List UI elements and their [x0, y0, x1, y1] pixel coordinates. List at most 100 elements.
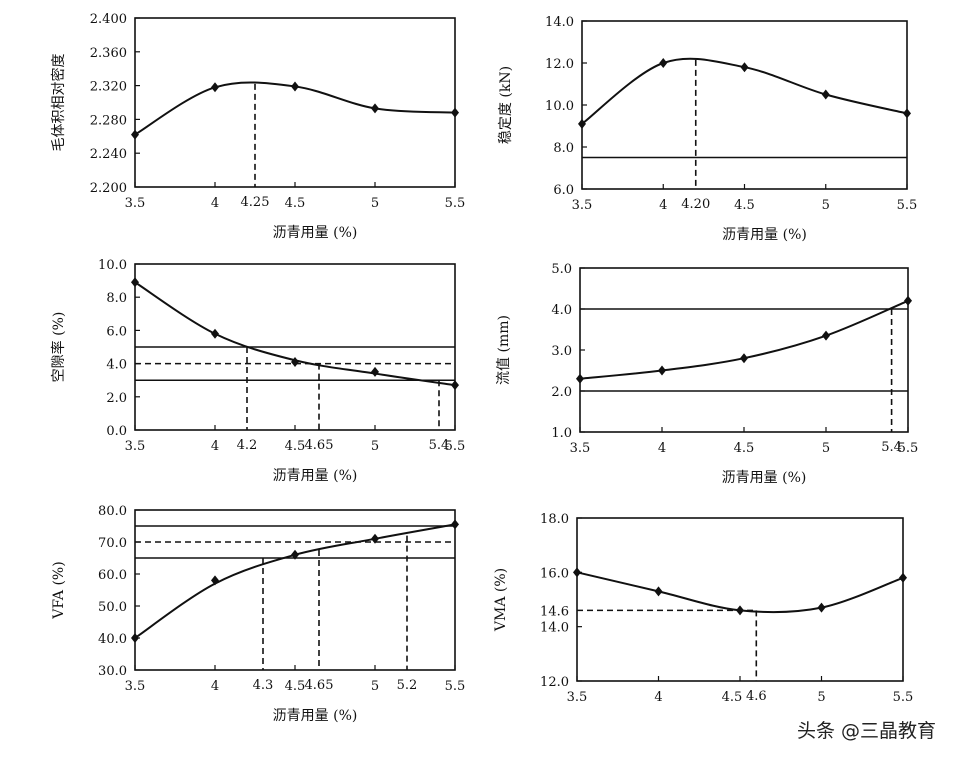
x-tick-label: 5.5 — [445, 679, 466, 694]
x-tick-label: 5 — [371, 439, 379, 454]
x-axis-label: 沥青用量 (%) — [273, 708, 358, 724]
plot-frame — [581, 20, 908, 190]
y-tick-label: 3.0 — [551, 344, 572, 359]
y-tick-label: 2.400 — [90, 12, 127, 27]
data-point — [131, 129, 139, 140]
y-tick-label: 2.0 — [106, 391, 127, 406]
data-point — [578, 118, 586, 129]
y-tick-label: 5.0 — [551, 262, 572, 277]
watermark: 头条 @三晶教育 — [792, 715, 940, 744]
marker-label: 4.65 — [305, 678, 334, 693]
data-point — [131, 277, 139, 288]
x-tick-label: 4 — [654, 690, 662, 705]
y-tick-label: 1.0 — [551, 426, 572, 441]
y-tick-label: 10.0 — [98, 258, 127, 273]
x-tick-label: 4.5 — [734, 198, 755, 213]
marker-label: 4.6 — [746, 689, 767, 704]
x-tick-label: 3.5 — [572, 198, 593, 213]
marker-label: 5.4 — [429, 438, 450, 453]
x-tick-label: 4.5 — [722, 690, 743, 705]
y-tick-label: 2.240 — [90, 147, 127, 162]
x-tick-label: 5 — [817, 690, 825, 705]
y-tick-label: 4.0 — [106, 358, 127, 373]
x-tick-label: 5 — [822, 441, 830, 456]
x-tick-label: 5.5 — [445, 196, 466, 211]
data-point — [211, 328, 219, 339]
x-tick-label: 3.5 — [570, 441, 591, 456]
y-tick-label: 0.0 — [106, 424, 127, 439]
marker-label: 4.25 — [241, 195, 270, 210]
y-axis-label: 稳定度 (kN) — [498, 66, 514, 144]
y-tick-label: 40.0 — [98, 632, 127, 647]
data-point — [451, 380, 459, 391]
y-tick-label: 8.0 — [106, 291, 127, 306]
data-point — [451, 519, 459, 530]
series-curve — [134, 281, 456, 387]
x-tick-label: 4 — [659, 198, 667, 213]
data-point — [659, 58, 668, 68]
y-tick-label: 6.0 — [553, 183, 574, 198]
x-tick-label: 5 — [371, 679, 379, 694]
y-tick-label: 10.0 — [545, 99, 574, 114]
x-tick-label: 4 — [211, 196, 219, 211]
chart-panel-vma: 3.5 4 4.5 5 5.5 12.0 14.0 16.0 18.0 4.6 14.6 VMA (%… — [493, 512, 913, 705]
data-point — [736, 605, 744, 616]
chart-panel-voids: 3.5 4 4.5 5 5.5 0.0 2.0 4.0 6.0 8.0 10.0 4.2 4.65 5.4… — [50, 258, 465, 484]
series-curve — [579, 299, 909, 380]
plot-frame — [576, 517, 904, 682]
y-tick-label: 12.0 — [540, 675, 569, 690]
x-tick-label: 4.5 — [285, 679, 306, 694]
x-tick-label: 3.5 — [125, 439, 146, 454]
data-point — [576, 373, 584, 384]
data-point — [658, 365, 666, 376]
marker-label: 4.3 — [253, 678, 274, 693]
y-tick-label: 30.0 — [98, 664, 127, 679]
data-point — [451, 107, 459, 118]
x-tick-label: 5.5 — [898, 441, 919, 456]
x-axis-label: 沥青用量 (%) — [722, 227, 807, 243]
y-tick-label: 4.0 — [551, 303, 572, 318]
y-axis-label: 空隙率 (%) — [50, 312, 67, 383]
data-point — [211, 575, 219, 586]
x-tick-label: 4 — [658, 441, 666, 456]
y-tick-label: 80.0 — [98, 504, 127, 519]
marker-label: 5.2 — [397, 678, 418, 693]
y-tick-label: 2.280 — [90, 113, 127, 128]
data-point — [904, 295, 912, 306]
y-tick-label: 18.0 — [540, 512, 569, 527]
data-point — [291, 81, 299, 92]
data-point — [899, 572, 907, 583]
chart-panel-density: 3.5 4 4.5 5 5.5 2.200 2.240 2.280 2.320 2.360 2.40… — [50, 12, 465, 241]
x-tick-label: 5 — [371, 196, 379, 211]
data-point — [821, 89, 830, 100]
x-tick-label: 3.5 — [567, 690, 588, 705]
data-point — [740, 62, 749, 73]
x-tick-label: 5.5 — [445, 439, 466, 454]
y-axis-label: 毛体积相对密度 — [50, 54, 67, 152]
marker-y-label: 14.6 — [540, 604, 569, 619]
y-tick-label: 2.0 — [551, 385, 572, 400]
y-tick-label: 6.0 — [106, 324, 127, 339]
y-axis-label: 流值 (mm) — [496, 315, 512, 385]
y-axis-label: VFA (%) — [51, 561, 67, 619]
plot-frame — [579, 267, 909, 433]
data-point — [573, 567, 581, 578]
marker-label: 4.20 — [681, 197, 710, 212]
data-point — [740, 353, 748, 364]
x-tick-label: 4.5 — [285, 439, 306, 454]
data-point — [654, 586, 663, 597]
x-tick-label: 4 — [211, 439, 219, 454]
marker-label: 5.4 — [881, 440, 902, 455]
y-tick-label: 50.0 — [98, 600, 127, 615]
y-tick-label: 60.0 — [98, 568, 127, 583]
x-tick-label: 5.5 — [893, 690, 914, 705]
y-tick-label: 2.360 — [90, 46, 127, 61]
x-tick-label: 4 — [211, 679, 219, 694]
x-tick-label: 4.5 — [734, 441, 755, 456]
data-point — [371, 533, 379, 544]
y-tick-label: 16.0 — [540, 566, 569, 581]
y-tick-label: 70.0 — [98, 536, 127, 551]
marker-label: 4.65 — [305, 438, 334, 453]
y-tick-label: 2.200 — [90, 181, 127, 196]
